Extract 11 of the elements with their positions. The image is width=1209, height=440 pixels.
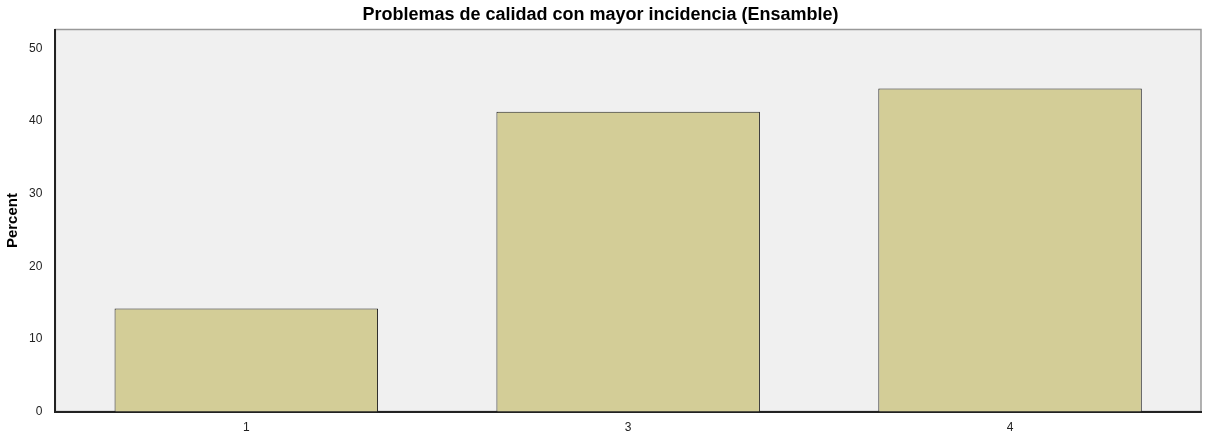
- y-tick-label: 30: [28, 186, 43, 201]
- y-tick-label: 50: [28, 40, 43, 55]
- y-tick-label: 0: [35, 403, 43, 418]
- x-tick-label: 1: [242, 420, 250, 435]
- y-axis-title: Percent: [3, 193, 21, 249]
- y-tick-label: 20: [28, 258, 43, 273]
- y-tick-label: 40: [28, 113, 43, 128]
- x-tick-label: 4: [1006, 420, 1014, 435]
- chart-title: Problemas de calidad con mayor incidencia (Ensamble): [362, 3, 839, 24]
- y-tick-label: 10: [28, 331, 43, 346]
- x-tick-label: 3: [624, 420, 632, 435]
